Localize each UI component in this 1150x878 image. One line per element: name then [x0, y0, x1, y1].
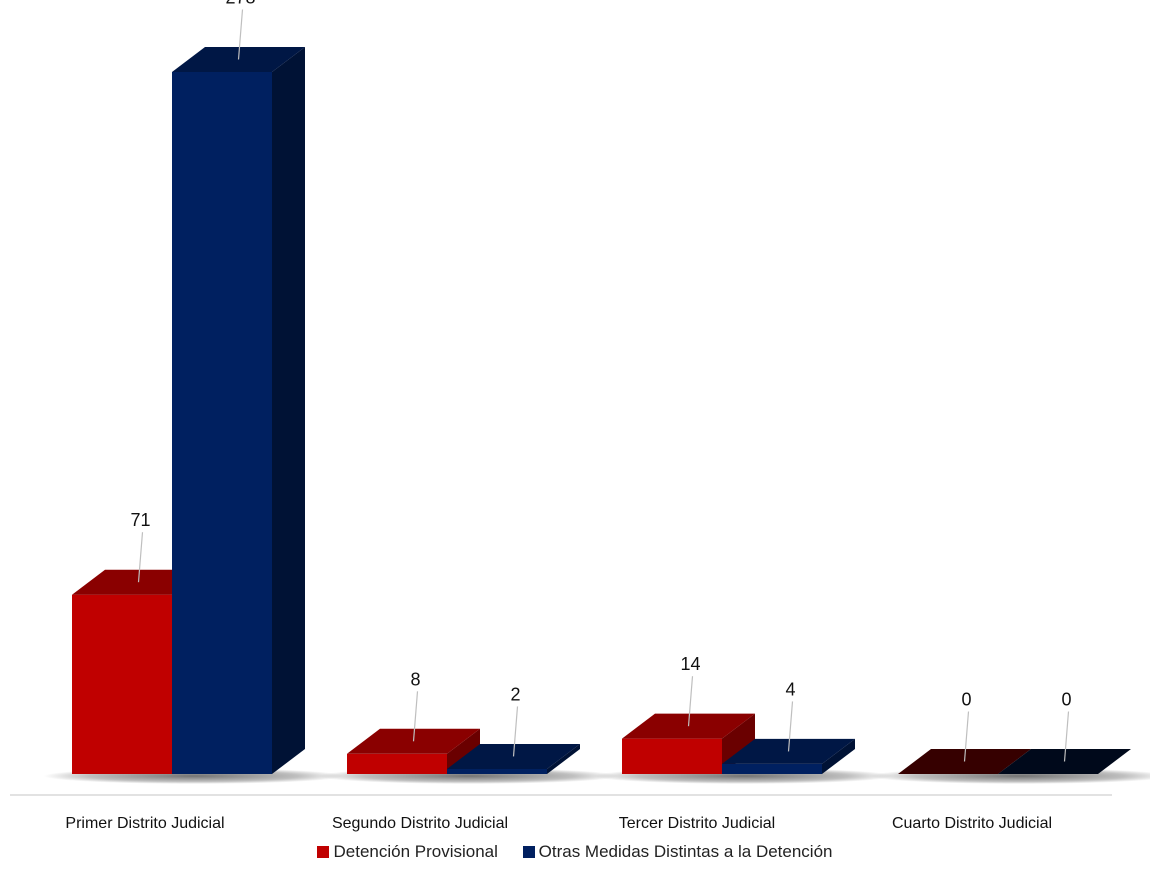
bar-s2-c2-leader: [512, 706, 519, 757]
data-label-s1-c2: 8: [410, 669, 420, 689]
category-label-4: Cuarto Distrito Judicial: [892, 815, 1052, 832]
bar-s2-c1-leader: [237, 9, 244, 60]
legend-swatch-red: [317, 846, 330, 858]
bars-layer: [72, 47, 1131, 774]
bar-s1-c4-leader: [963, 711, 970, 762]
legend: Detención Provisional Otras Medidas Dist…: [0, 842, 1150, 863]
category-label-1: Primer Distrito Judicial: [65, 815, 224, 832]
legend-swatch-blue: [522, 846, 535, 858]
category-label-2: Segundo Distrito Judicial: [332, 815, 508, 832]
bar-s1-c1: [72, 594, 172, 774]
bar-s2-c2-side: [547, 743, 580, 774]
bar-s2-c2: [447, 768, 547, 774]
bar-s1-c2: [347, 753, 447, 774]
data-label-s2-c3: 4: [785, 679, 795, 699]
legend-label-detencion: Detención Provisional: [333, 842, 498, 861]
bar-s1-c3: [622, 738, 722, 774]
category-labels: Primer Distrito Judicial Segundo Distrito…: [65, 815, 1052, 832]
bar-s2-c3-side: [822, 738, 855, 774]
bar-s2-c3-leader: [787, 701, 794, 752]
labels-layer: 71 278 8 2 14 4 0 0: [130, 0, 1072, 762]
data-label-s1-c1: 71: [130, 510, 150, 530]
legend-label-otras: Otras Medidas Distintas a la Detención: [538, 842, 833, 861]
bar-s1-c3-leader: [687, 676, 694, 727]
data-label-s2-c1: 278: [225, 0, 255, 8]
data-label-s2-c4: 0: [1061, 690, 1071, 710]
legend-item-otras: Otras Medidas Distintas a la Detención: [522, 842, 833, 862]
legend-item-detencion: Detención Provisional: [317, 842, 498, 862]
bar-s1-c2-leader: [412, 691, 419, 742]
data-label-s1-c4: 0: [961, 690, 971, 710]
bar-s1-c1-leader: [137, 532, 144, 583]
bar-s2-c1: [172, 72, 272, 774]
data-label-s2-c2: 2: [510, 684, 520, 704]
bar-s2-c1-side: [272, 47, 305, 774]
bar-s2-c4-leader: [1063, 711, 1070, 762]
data-label-s1-c3: 14: [680, 654, 700, 674]
category-label-3: Tercer Distrito Judicial: [619, 815, 775, 832]
bar-s2-c3: [722, 763, 822, 774]
